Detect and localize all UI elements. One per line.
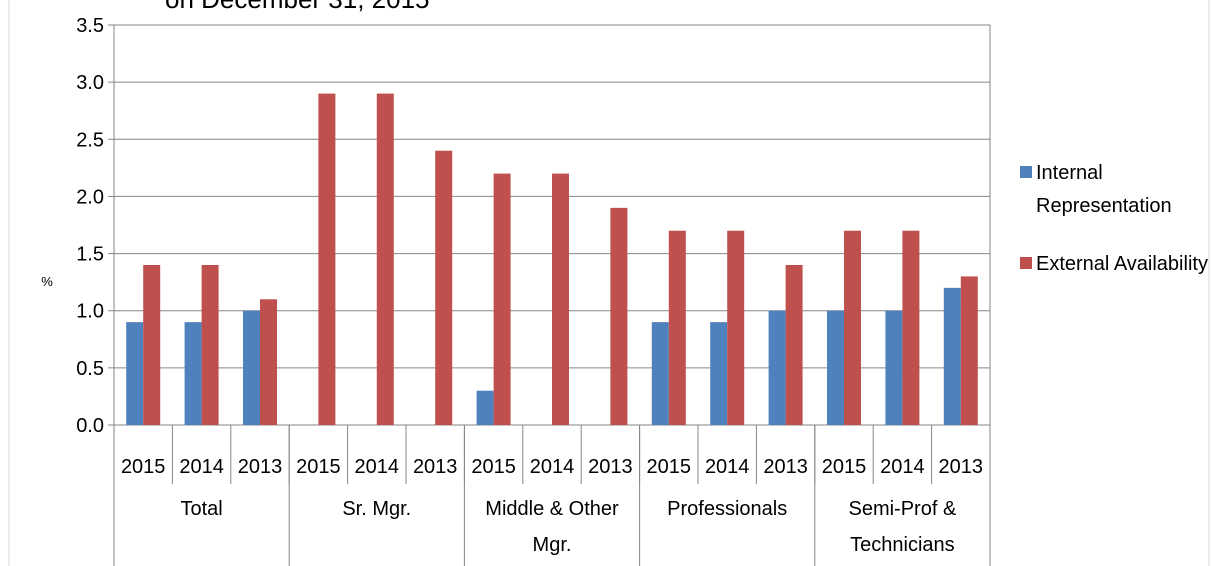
bar — [476, 390, 494, 425]
bar — [960, 276, 978, 425]
bar — [143, 265, 161, 425]
legend-swatch — [1020, 166, 1032, 178]
bar — [785, 265, 803, 425]
y-tick-label: 1.5 — [76, 244, 104, 266]
x-tick-label: 2015 — [822, 456, 867, 478]
y-tick-label: 3.5 — [76, 15, 104, 37]
y-tick-label: 2.0 — [76, 186, 104, 208]
group-label: Middle & Other Mgr. — [485, 498, 619, 556]
y-tick-label: 0.5 — [76, 358, 104, 380]
bar — [827, 310, 844, 425]
x-tick-label: 2015 — [471, 456, 516, 478]
bar — [668, 230, 686, 425]
bar — [844, 230, 861, 425]
x-tick-label: 2014 — [355, 456, 400, 478]
group-label: Sr. Mgr. — [342, 498, 412, 520]
bar — [126, 322, 144, 425]
x-tick-label: 2015 — [296, 456, 341, 478]
y-axis-label: % — [41, 274, 53, 289]
bar — [552, 173, 569, 425]
bar — [435, 150, 453, 425]
x-tick-label: 2015 — [647, 456, 692, 478]
bar — [376, 93, 394, 426]
bar — [651, 322, 669, 425]
x-tick-label: 2014 — [179, 456, 224, 478]
x-tick-label: 2013 — [763, 456, 808, 478]
bar — [710, 322, 728, 425]
bar — [493, 173, 511, 425]
x-tick-label: 2014 — [705, 456, 750, 478]
bar — [902, 230, 920, 425]
bar — [184, 322, 202, 425]
bar — [201, 265, 219, 425]
bar — [768, 310, 786, 425]
x-tick-label: 2015 — [121, 456, 166, 478]
y-tick-label: 0.0 — [76, 415, 104, 437]
bar — [260, 299, 277, 425]
group-label: Professionals — [667, 498, 788, 520]
bar — [885, 310, 903, 425]
legend-label: External Availability — [1036, 253, 1208, 275]
x-tick-label: 2014 — [530, 456, 575, 478]
bar — [943, 287, 961, 425]
x-tick-label: 2013 — [588, 456, 633, 478]
bar — [610, 207, 628, 425]
bar — [318, 93, 336, 426]
legend-swatch — [1020, 257, 1032, 269]
group-label: Total — [180, 498, 223, 520]
chart-title: on December 31, 2015 — [165, 0, 430, 14]
y-tick-label: 3.0 — [76, 72, 104, 94]
bar — [243, 310, 260, 425]
x-tick-label: 2013 — [939, 456, 984, 478]
x-tick-label: 2013 — [413, 456, 458, 478]
x-tick-label: 2014 — [880, 456, 925, 478]
x-tick-label: 2013 — [238, 456, 283, 478]
bar — [727, 230, 745, 425]
legend-label: Internal Representation — [1036, 162, 1172, 217]
y-tick-label: 2.5 — [76, 129, 104, 151]
y-tick-label: 1.0 — [76, 301, 104, 323]
group-label: Semi-Prof & Technicians — [848, 498, 957, 556]
